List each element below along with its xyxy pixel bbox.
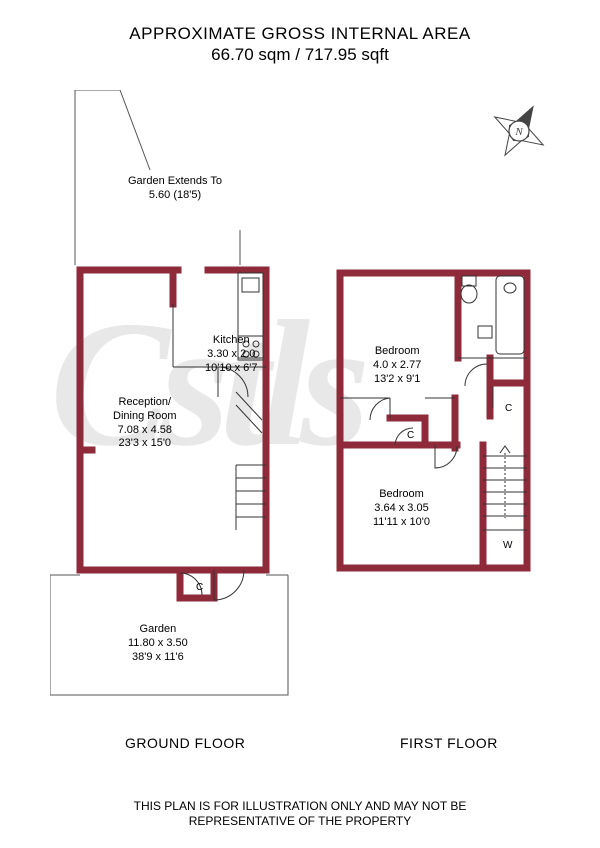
first-floor-label: FIRST FLOOR — [400, 735, 498, 751]
garden-top-label: Garden Extends To 5.60 (18'5) — [128, 175, 222, 203]
closet-w: W — [503, 540, 512, 551]
closet-c3: C — [505, 403, 512, 414]
disclaimer: THIS PLAN IS FOR ILLUSTRATION ONLY AND M… — [0, 799, 600, 830]
bedroom2-label: Bedroom 3.64 x 3.05 11'11 x 10'0 — [373, 488, 430, 529]
first-floor-plan — [335, 268, 535, 578]
compass-letter: N — [514, 126, 523, 138]
bedroom1-label: Bedroom 4.0 x 2.77 13'2 x 9'1 — [373, 345, 421, 386]
kitchen-label: Kitchen 3.30 x 2.0 10'10 x 6'7 — [205, 334, 258, 375]
closet-c2: C — [407, 430, 414, 441]
garden-bottom-label: Garden 11.80 x 3.50 38'9 x 11'6 — [128, 623, 188, 664]
ground-floor-label: GROUND FLOOR — [125, 735, 245, 751]
header-line-1: APPROXIMATE GROSS INTERNAL AREA — [0, 24, 600, 44]
compass-icon: N — [488, 100, 550, 162]
closet-c1: C — [196, 582, 203, 593]
header-line-2: 66.70 sqm / 717.95 sqft — [0, 45, 600, 65]
reception-label: Reception/ Dining Room 7.08 x 4.58 23'3 … — [113, 396, 177, 451]
